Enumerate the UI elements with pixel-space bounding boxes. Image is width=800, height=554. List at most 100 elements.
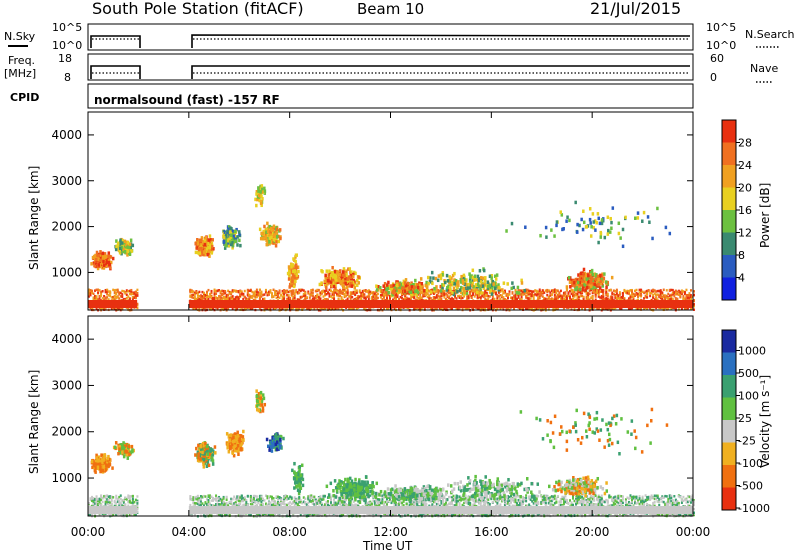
data-cell: [570, 292, 573, 296]
data-cell: [227, 296, 230, 299]
data-cell: [208, 245, 211, 250]
data-cell: [240, 290, 243, 293]
data-cell: [106, 288, 109, 292]
data-cell: [472, 284, 475, 289]
data-cell: [212, 296, 215, 300]
data-cell: [296, 291, 299, 294]
data-cell: [602, 276, 606, 281]
data-cell: [523, 288, 526, 293]
data-cell: [216, 289, 219, 293]
data-cell: [480, 283, 483, 288]
data-cell: [526, 297, 529, 300]
data-cell: [128, 298, 131, 301]
data-cell: [620, 307, 623, 310]
data-cell: [242, 297, 245, 301]
data-cell: [411, 295, 414, 299]
data-cell: [258, 196, 261, 201]
data-cell: [118, 251, 122, 255]
data-cell: [475, 288, 478, 292]
data-cell: [612, 307, 615, 311]
data-cell: [354, 271, 357, 276]
data-cell: [519, 289, 522, 292]
data-cell: [360, 294, 363, 298]
data-cell: [450, 276, 453, 280]
data-cell: [670, 295, 673, 299]
data-cell: [221, 292, 224, 296]
data-cell: [668, 294, 671, 297]
data-cell: [466, 295, 469, 298]
data-cell: [559, 210, 562, 214]
data-cell: [444, 298, 447, 301]
data-cell: [113, 298, 116, 301]
data-cell: [506, 282, 509, 286]
data-cell: [98, 289, 101, 292]
data-cell: [351, 280, 355, 285]
data-cell: [277, 294, 280, 297]
data-cell: [693, 308, 695, 311]
data-cell: [661, 295, 664, 299]
data-cell: [284, 291, 287, 294]
data-cell: [463, 295, 466, 298]
data-cell: [314, 295, 317, 299]
data-cell: [118, 307, 121, 310]
data-cell: [218, 289, 221, 292]
data-cell: [559, 289, 562, 293]
data-cell: [432, 292, 435, 295]
data-cell: [549, 294, 552, 297]
data-cell: [325, 292, 328, 296]
data-cell: [491, 295, 494, 298]
data-cell: [546, 288, 549, 292]
data-cell: [381, 298, 384, 301]
data-cell: [131, 243, 135, 248]
data-cell: [343, 294, 346, 297]
data-cell: [349, 292, 352, 295]
data-cell: [341, 278, 345, 283]
data-cell: [210, 249, 213, 253]
data-cell: [255, 189, 259, 194]
data-cell: [286, 289, 289, 293]
data-cell: [275, 227, 279, 232]
data-cell: [559, 297, 562, 300]
data-cell: [617, 297, 620, 300]
data-cell: [336, 270, 339, 274]
data-cell: [345, 269, 348, 273]
data-cell: [596, 307, 599, 311]
data-cell: [597, 289, 600, 292]
data-cell: [224, 243, 228, 248]
data-cell: [121, 295, 124, 299]
data-cell: [621, 292, 624, 295]
data-cell: [478, 268, 482, 273]
data-cell: [599, 290, 602, 294]
data-cell: [481, 276, 485, 280]
data-cell: [602, 295, 605, 299]
data-cell: [580, 217, 583, 222]
data-cell: [348, 295, 351, 298]
data-cell: [611, 296, 614, 299]
data-cell: [375, 290, 378, 294]
data-cell: [437, 274, 441, 278]
data-cell: [383, 281, 387, 286]
data-cell: [685, 296, 688, 300]
data-cell: [414, 282, 417, 287]
data-cell: [131, 297, 134, 301]
data-cell: [576, 222, 579, 227]
data-cell: [398, 282, 401, 287]
data-cell: [603, 297, 606, 301]
data-cell: [201, 295, 204, 298]
data-cell: [209, 308, 211, 311]
cpid-panel: CPID normalsound (fast) -157 RF: [10, 83, 694, 109]
data-cell: [271, 232, 274, 236]
data-cell: [230, 292, 233, 296]
data-cell: [120, 249, 123, 253]
data-cell: [387, 307, 390, 311]
data-cell: [404, 294, 407, 297]
data-cell: [208, 234, 212, 238]
data-cell: [462, 281, 465, 285]
data-cell: [641, 290, 644, 293]
data-cell: [324, 273, 327, 278]
data-cell: [328, 288, 331, 292]
data-cell: [541, 289, 544, 292]
data-cell: [556, 296, 559, 300]
data-cell: [683, 307, 686, 311]
data-cell: [331, 296, 334, 299]
